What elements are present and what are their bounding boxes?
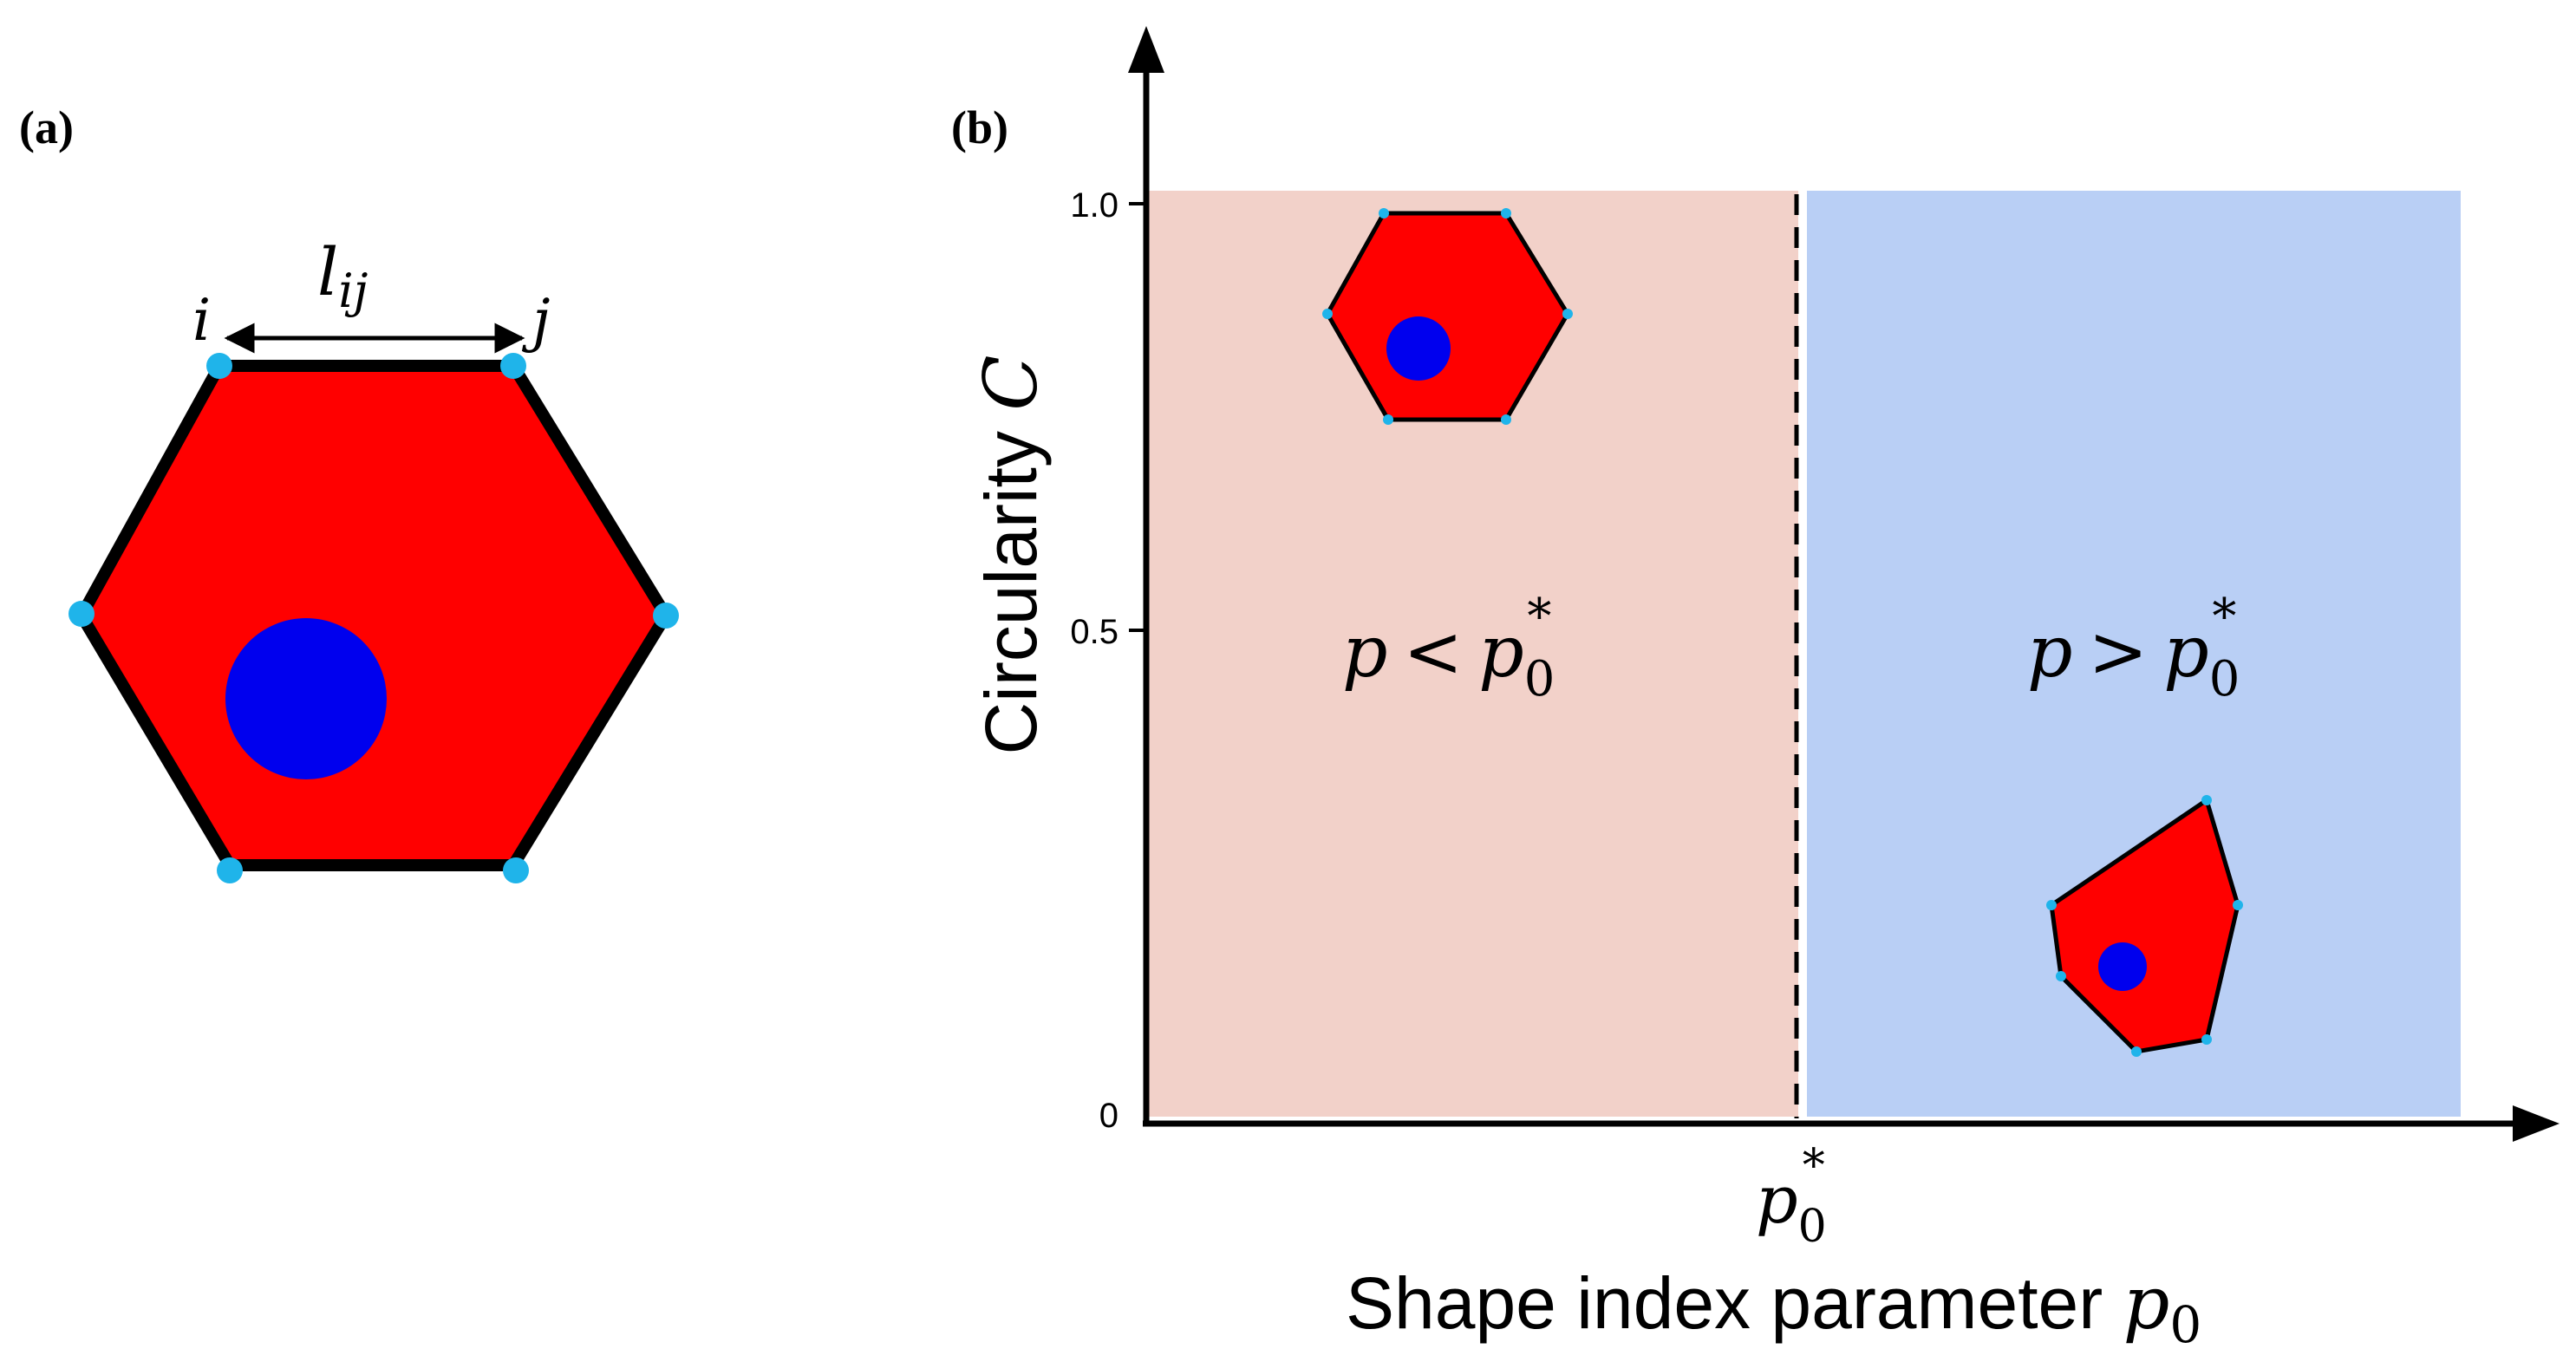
small-hexagon-vertex xyxy=(1322,309,1333,319)
vertex-i xyxy=(206,353,232,379)
small-hexagon-vertex xyxy=(1379,208,1389,218)
x-axis-arrowhead xyxy=(2513,1105,2560,1142)
right-region-inequality: p > p0* xyxy=(2027,589,2240,707)
vertex-left xyxy=(68,601,95,627)
irregular-cell-vertex xyxy=(2056,971,2066,981)
irregular-cell-vertices xyxy=(2046,795,2243,1057)
vertex-j-label: j xyxy=(521,287,550,354)
small-hexagon-vertices xyxy=(1322,208,1573,425)
regular-cell-example xyxy=(1322,208,1573,425)
irregular-cell-vertex xyxy=(2201,795,2212,805)
y-ticks: 1.0 0.5 0 xyxy=(1070,186,1146,1135)
edge-length-label: lij xyxy=(317,233,368,318)
irregular-cell-vertex xyxy=(2201,1034,2212,1045)
vertex-bottom-left xyxy=(217,857,243,883)
small-hexagon-vertex xyxy=(1501,208,1511,218)
vertex-i-label: i xyxy=(192,287,211,354)
vertex-right xyxy=(653,603,679,629)
threshold-label: p0* xyxy=(1756,1140,1827,1253)
panel-b: (b) 1.0 0.5 0 Circularity C p0* Shape in… xyxy=(951,26,2560,1354)
hexagon-cell-large xyxy=(74,360,674,871)
panel-a-label: (a) xyxy=(19,101,74,153)
irregular-cell-nucleus xyxy=(2098,942,2147,991)
small-hexagon-vertex xyxy=(1562,309,1573,319)
irregular-cell-example xyxy=(2046,795,2243,1057)
small-hexagon-nucleus xyxy=(1386,316,1451,381)
small-hexagon-vertex xyxy=(1383,414,1393,425)
vertex-set-a xyxy=(68,353,679,883)
y-tick-label-1: 1.0 xyxy=(1070,186,1118,225)
panel-b-label: (b) xyxy=(951,101,1008,153)
nucleus-large xyxy=(225,618,387,779)
irregular-cell-vertex xyxy=(2131,1046,2142,1057)
vertex-j xyxy=(500,353,526,379)
y-axis-label: Circularity C xyxy=(968,355,1053,755)
panel-a: (a) i j lij xyxy=(19,101,679,883)
small-hexagon-vertex xyxy=(1501,414,1511,425)
y-axis-arrowhead xyxy=(1128,26,1164,73)
irregular-cell-vertex xyxy=(2046,900,2057,910)
y-tick-label-05: 0.5 xyxy=(1070,613,1118,651)
x-axis-label: Shape index parameter p0 xyxy=(1346,1261,2201,1354)
y-tick-label-0: 0 xyxy=(1099,1097,1118,1135)
irregular-cell-vertex xyxy=(2233,900,2243,910)
vertex-bottom-right xyxy=(503,857,529,883)
left-region-inequality: p < p0* xyxy=(1342,589,1555,707)
